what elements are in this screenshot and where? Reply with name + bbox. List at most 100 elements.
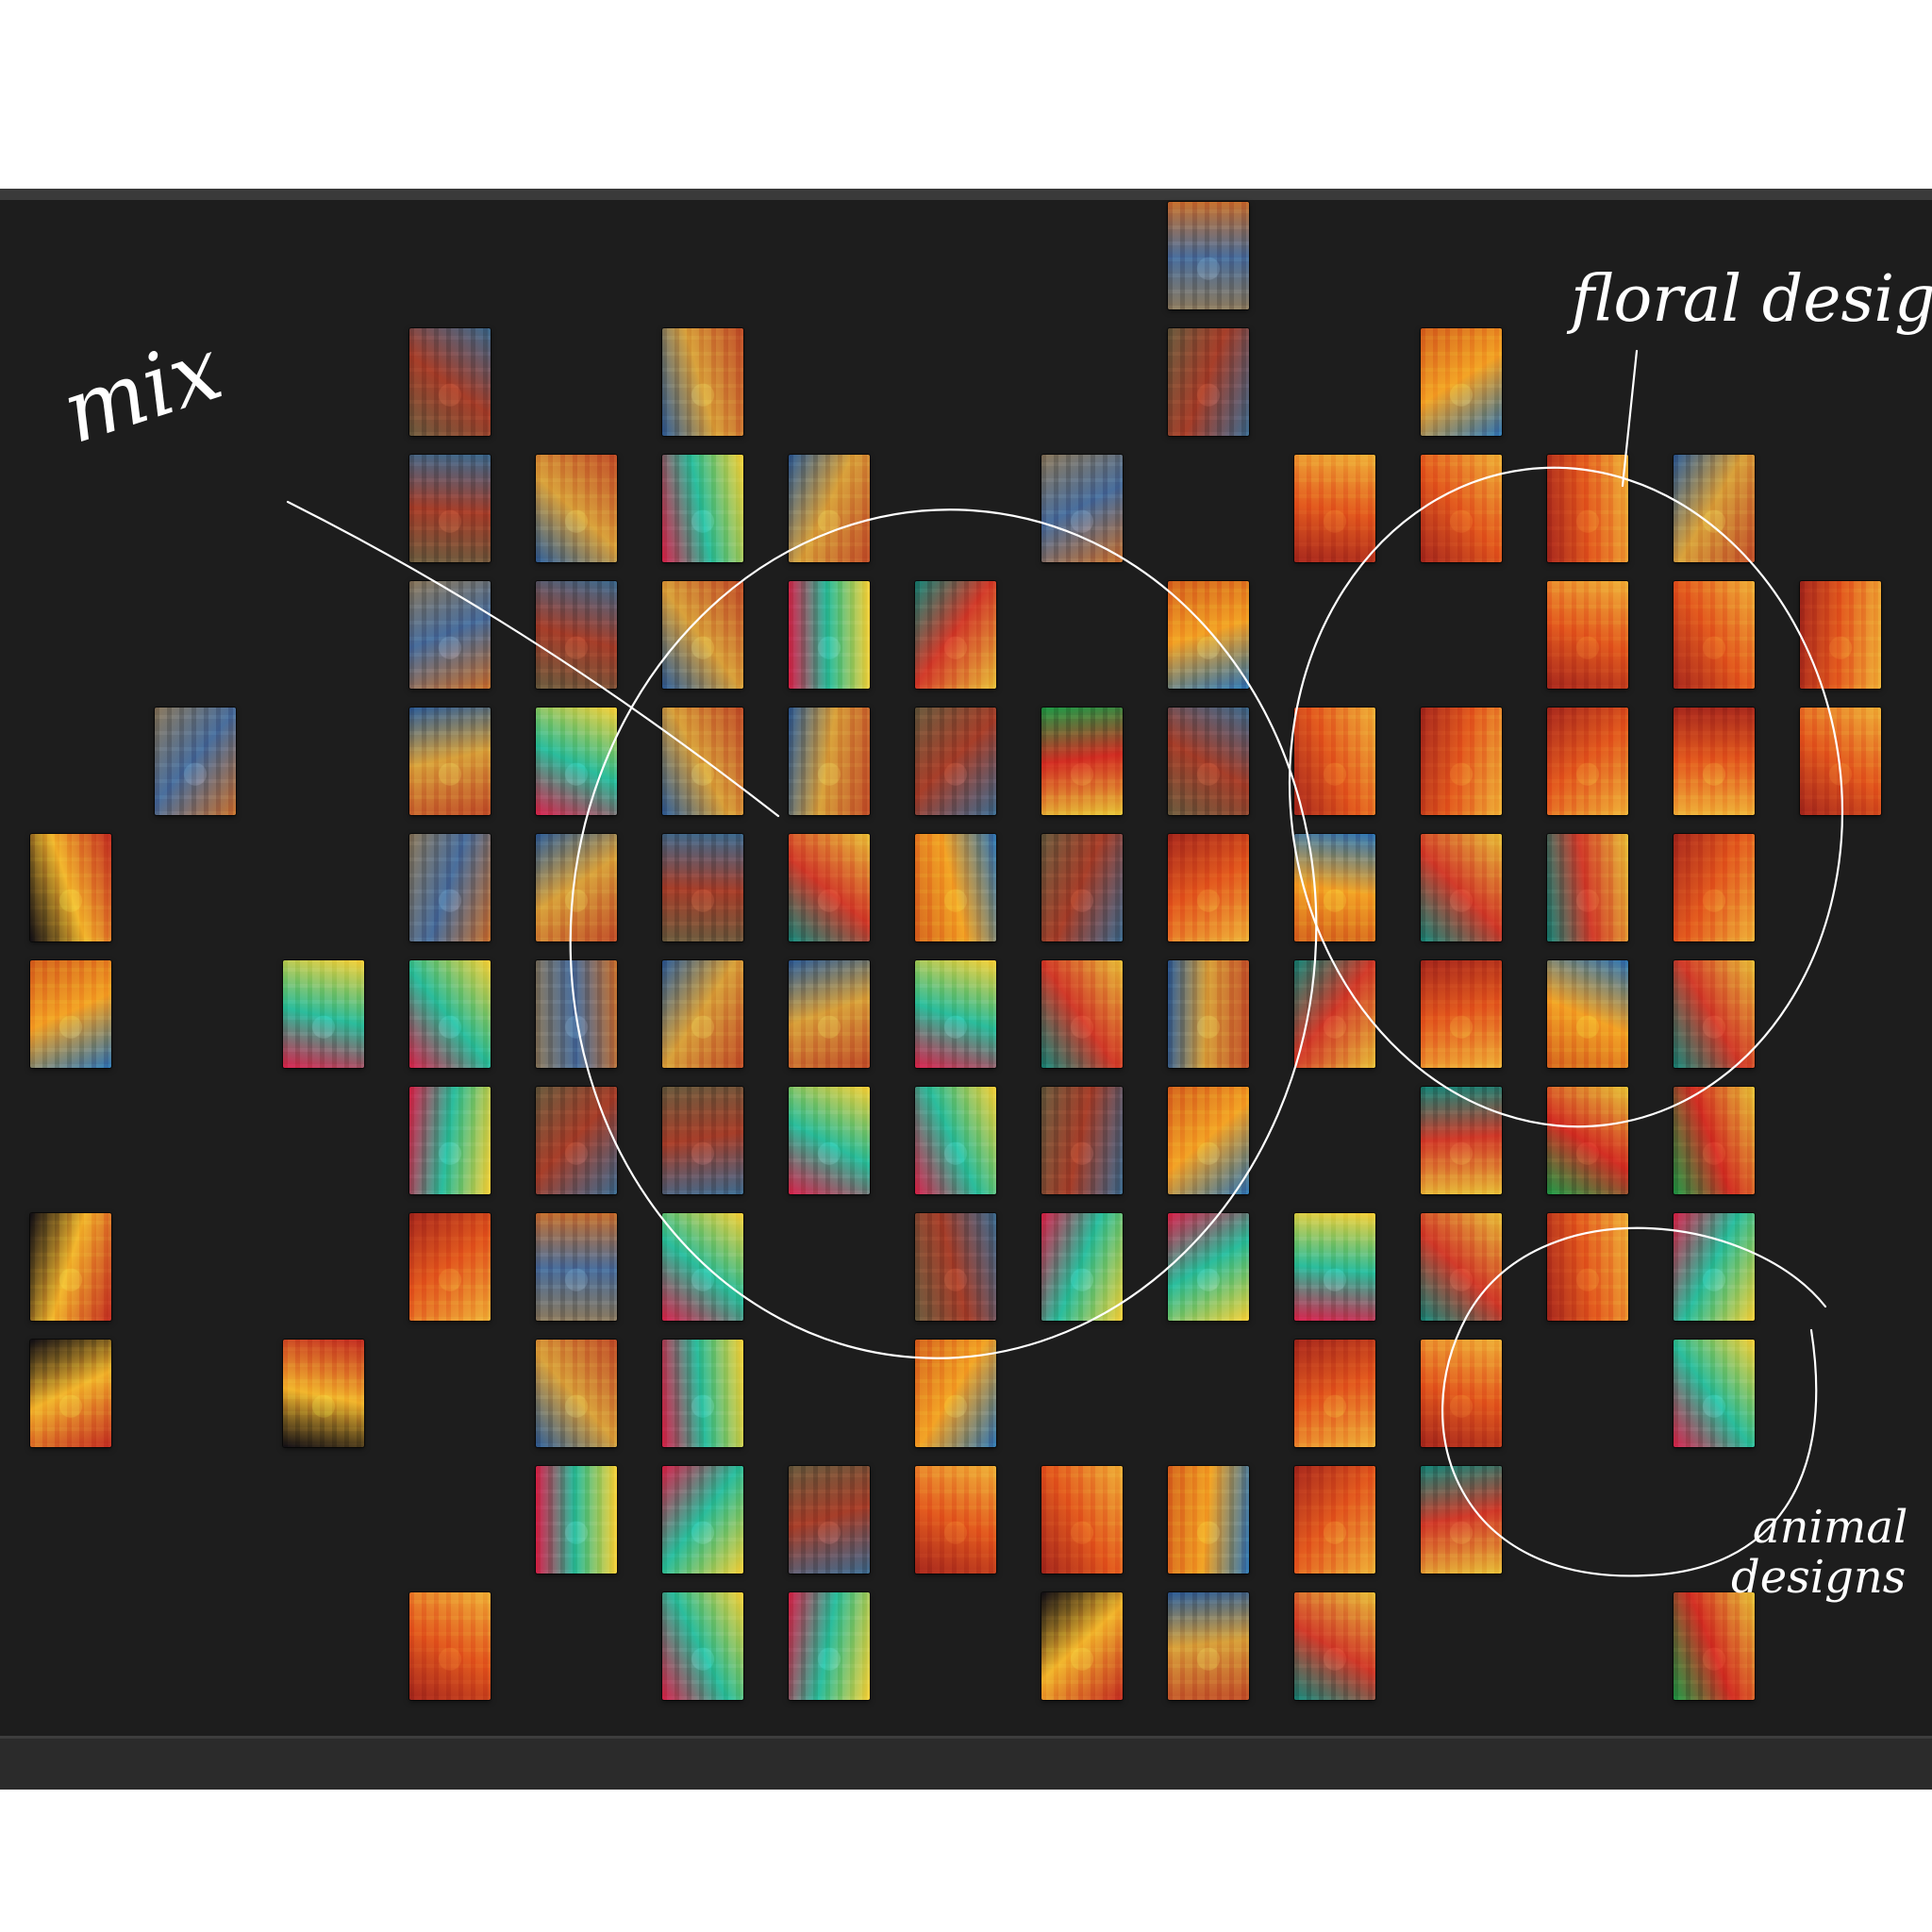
truck-art-thumbnail[interactable] <box>662 834 743 941</box>
truck-art-thumbnail[interactable] <box>409 1213 491 1321</box>
truck-art-thumbnail[interactable] <box>1547 1213 1628 1321</box>
truck-art-thumbnail[interactable] <box>536 1087 617 1194</box>
truck-art-thumbnail[interactable] <box>1041 1592 1123 1700</box>
truck-art-thumbnail[interactable] <box>536 834 617 941</box>
truck-art-thumbnail[interactable] <box>662 1340 743 1447</box>
truck-art-thumbnail[interactable] <box>1674 1592 1755 1700</box>
truck-art-thumbnail[interactable] <box>789 455 870 562</box>
truck-art-thumbnail[interactable] <box>1800 581 1881 689</box>
truck-art-thumbnail[interactable] <box>1421 455 1502 562</box>
truck-art-thumbnail[interactable] <box>536 708 617 815</box>
truck-art-thumbnail[interactable] <box>915 708 996 815</box>
truck-art-thumbnail[interactable] <box>1547 581 1628 689</box>
truck-art-thumbnail[interactable] <box>1547 708 1628 815</box>
truck-art-thumbnail[interactable] <box>1041 708 1123 815</box>
truck-art-thumbnail[interactable] <box>536 960 617 1068</box>
truck-art-thumbnail[interactable] <box>662 1466 743 1574</box>
truck-art-thumbnail[interactable] <box>789 1592 870 1700</box>
image-board[interactable] <box>0 200 1932 1736</box>
truck-art-thumbnail[interactable] <box>1547 834 1628 941</box>
truck-art-thumbnail[interactable] <box>1421 960 1502 1068</box>
truck-art-thumbnail[interactable] <box>1168 834 1249 941</box>
truck-art-thumbnail[interactable] <box>1674 1087 1755 1194</box>
truck-art-thumbnail[interactable] <box>1041 834 1123 941</box>
truck-art-thumbnail[interactable] <box>1421 1340 1502 1447</box>
truck-art-thumbnail[interactable] <box>1421 1213 1502 1321</box>
truck-art-thumbnail[interactable] <box>1168 581 1249 689</box>
truck-art-thumbnail[interactable] <box>1421 834 1502 941</box>
truck-art-thumbnail[interactable] <box>1168 328 1249 436</box>
truck-art-thumbnail[interactable] <box>409 581 491 689</box>
truck-art-thumbnail[interactable] <box>1168 1087 1249 1194</box>
truck-art-thumbnail[interactable] <box>915 834 996 941</box>
truck-art-thumbnail[interactable] <box>1421 708 1502 815</box>
truck-art-thumbnail[interactable] <box>30 1213 111 1321</box>
truck-art-thumbnail[interactable] <box>155 708 236 815</box>
truck-art-thumbnail[interactable] <box>789 1087 870 1194</box>
truck-art-thumbnail[interactable] <box>1041 1466 1123 1574</box>
truck-art-thumbnail[interactable] <box>662 1592 743 1700</box>
truck-art-thumbnail[interactable] <box>1294 1340 1375 1447</box>
truck-art-thumbnail[interactable] <box>1294 1213 1375 1321</box>
truck-art-thumbnail[interactable] <box>536 455 617 562</box>
truck-art-thumbnail[interactable] <box>536 581 617 689</box>
truck-art-thumbnail[interactable] <box>409 1087 491 1194</box>
truck-art-thumbnail[interactable] <box>1168 960 1249 1068</box>
truck-art-thumbnail[interactable] <box>789 960 870 1068</box>
truck-art-thumbnail[interactable] <box>1674 1340 1755 1447</box>
truck-art-thumbnail[interactable] <box>536 1213 617 1321</box>
truck-art-thumbnail[interactable] <box>1294 1592 1375 1700</box>
truck-art-thumbnail[interactable] <box>1674 834 1755 941</box>
truck-art-thumbnail[interactable] <box>1421 1087 1502 1194</box>
truck-art-thumbnail[interactable] <box>1041 1213 1123 1321</box>
truck-art-thumbnail[interactable] <box>1168 708 1249 815</box>
truck-art-thumbnail[interactable] <box>536 1466 617 1574</box>
truck-art-thumbnail[interactable] <box>662 328 743 436</box>
truck-art-thumbnail[interactable] <box>409 1592 491 1700</box>
truck-art-thumbnail[interactable] <box>409 328 491 436</box>
truck-art-thumbnail[interactable] <box>1294 455 1375 562</box>
truck-art-thumbnail[interactable] <box>1294 834 1375 941</box>
truck-art-thumbnail[interactable] <box>30 960 111 1068</box>
truck-art-thumbnail[interactable] <box>662 455 743 562</box>
truck-art-thumbnail[interactable] <box>1674 960 1755 1068</box>
truck-art-thumbnail[interactable] <box>915 581 996 689</box>
truck-art-thumbnail[interactable] <box>1294 1466 1375 1574</box>
truck-art-thumbnail[interactable] <box>409 455 491 562</box>
truck-art-thumbnail[interactable] <box>1674 581 1755 689</box>
truck-art-thumbnail[interactable] <box>789 708 870 815</box>
truck-art-thumbnail[interactable] <box>1547 1087 1628 1194</box>
truck-art-thumbnail[interactable] <box>789 834 870 941</box>
truck-art-thumbnail[interactable] <box>1674 1213 1755 1321</box>
truck-art-thumbnail[interactable] <box>1421 1466 1502 1574</box>
truck-art-thumbnail[interactable] <box>1547 455 1628 562</box>
truck-art-thumbnail[interactable] <box>1168 1213 1249 1321</box>
truck-art-thumbnail[interactable] <box>662 1213 743 1321</box>
truck-art-thumbnail[interactable] <box>536 1340 617 1447</box>
truck-art-thumbnail[interactable] <box>1168 202 1249 309</box>
truck-art-thumbnail[interactable] <box>789 581 870 689</box>
truck-art-thumbnail[interactable] <box>1674 708 1755 815</box>
truck-art-thumbnail[interactable] <box>915 1213 996 1321</box>
truck-art-thumbnail[interactable] <box>1421 328 1502 436</box>
truck-art-thumbnail[interactable] <box>409 708 491 815</box>
truck-art-thumbnail[interactable] <box>1041 960 1123 1068</box>
truck-art-thumbnail[interactable] <box>662 960 743 1068</box>
truck-art-thumbnail[interactable] <box>662 581 743 689</box>
truck-art-thumbnail[interactable] <box>915 1466 996 1574</box>
truck-art-thumbnail[interactable] <box>1800 708 1881 815</box>
truck-art-thumbnail[interactable] <box>409 834 491 941</box>
truck-art-thumbnail[interactable] <box>1041 455 1123 562</box>
truck-art-thumbnail[interactable] <box>1294 960 1375 1068</box>
truck-art-thumbnail[interactable] <box>30 834 111 941</box>
truck-art-thumbnail[interactable] <box>1674 455 1755 562</box>
truck-art-thumbnail[interactable] <box>915 1087 996 1194</box>
truck-art-thumbnail[interactable] <box>662 1087 743 1194</box>
truck-art-thumbnail[interactable] <box>662 708 743 815</box>
truck-art-thumbnail[interactable] <box>30 1340 111 1447</box>
truck-art-thumbnail[interactable] <box>789 1466 870 1574</box>
truck-art-thumbnail[interactable] <box>1168 1592 1249 1700</box>
truck-art-thumbnail[interactable] <box>409 960 491 1068</box>
truck-art-thumbnail[interactable] <box>283 960 364 1068</box>
truck-art-thumbnail[interactable] <box>1294 708 1375 815</box>
